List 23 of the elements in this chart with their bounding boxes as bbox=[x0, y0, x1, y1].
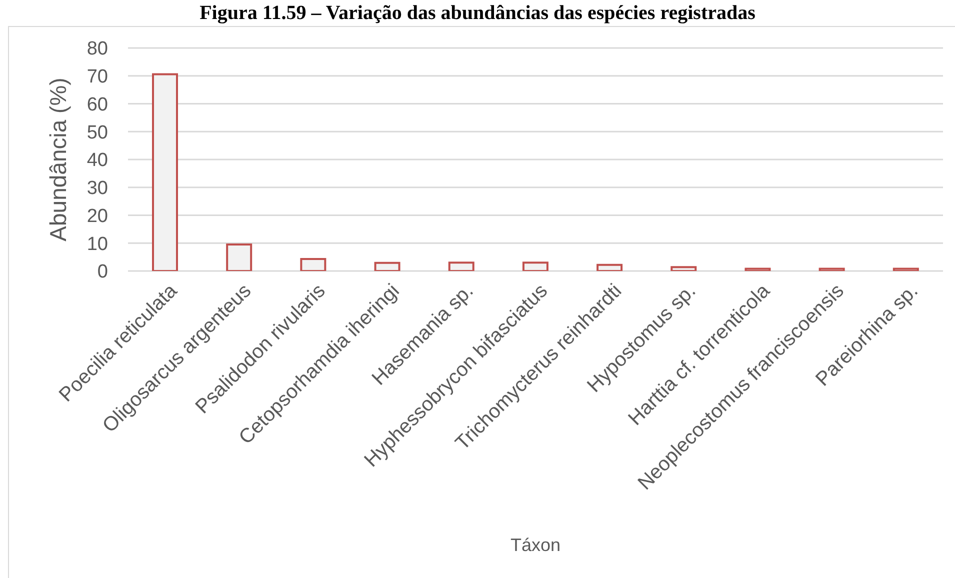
bar bbox=[152, 73, 178, 271]
y-axis-title: Abundância (%) bbox=[45, 78, 71, 242]
bar bbox=[522, 262, 548, 271]
y-tick-label: 20 bbox=[86, 206, 108, 227]
bar bbox=[226, 244, 252, 271]
bar bbox=[448, 262, 474, 271]
bar bbox=[300, 258, 326, 271]
bar bbox=[744, 268, 771, 271]
bar bbox=[374, 262, 400, 271]
y-tick-label: 0 bbox=[97, 262, 108, 283]
y-tick-label: 30 bbox=[86, 178, 108, 200]
bar bbox=[596, 264, 623, 271]
bar bbox=[818, 268, 845, 271]
bar bbox=[670, 266, 697, 271]
y-tick-label: 80 bbox=[86, 38, 108, 60]
x-axis-title: Táxon bbox=[510, 535, 561, 555]
y-tick-label: 60 bbox=[86, 94, 108, 116]
y-tick-label: 70 bbox=[86, 66, 108, 88]
chart-title: Figura 11.59 – Variação das abundâncias das espécies registradas bbox=[198, 1, 756, 25]
y-tick-label: 10 bbox=[86, 234, 108, 255]
bar bbox=[892, 268, 919, 271]
y-tick-label: 40 bbox=[86, 150, 108, 172]
y-tick-label: 50 bbox=[86, 122, 108, 144]
